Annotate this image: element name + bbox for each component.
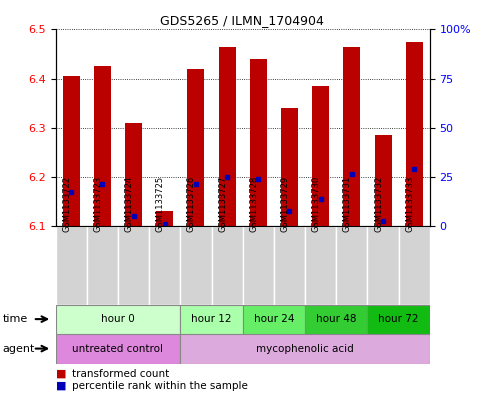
Bar xyxy=(180,334,430,364)
Text: GSM1133729: GSM1133729 xyxy=(281,176,289,232)
Text: GSM1133731: GSM1133731 xyxy=(343,176,352,232)
Bar xyxy=(56,305,180,334)
Bar xyxy=(336,226,368,305)
Bar xyxy=(180,226,212,305)
Bar xyxy=(242,226,274,305)
Text: GSM1133722: GSM1133722 xyxy=(62,176,71,232)
Bar xyxy=(212,226,243,305)
Text: GSM1133728: GSM1133728 xyxy=(249,176,258,232)
Bar xyxy=(368,305,430,334)
Text: GSM1133726: GSM1133726 xyxy=(187,176,196,232)
Bar xyxy=(406,42,423,226)
Text: hour 48: hour 48 xyxy=(316,314,356,324)
Bar xyxy=(180,305,242,334)
Text: hour 24: hour 24 xyxy=(254,314,294,324)
Text: percentile rank within the sample: percentile rank within the sample xyxy=(72,381,248,391)
Bar xyxy=(218,47,236,226)
Text: transformed count: transformed count xyxy=(72,369,170,379)
Bar xyxy=(242,305,305,334)
Bar xyxy=(374,135,392,226)
Text: hour 12: hour 12 xyxy=(191,314,232,324)
Bar xyxy=(305,305,368,334)
Text: ■: ■ xyxy=(56,381,66,391)
Text: ■: ■ xyxy=(56,369,66,379)
Text: GSM1133724: GSM1133724 xyxy=(125,176,133,232)
Text: GSM1133733: GSM1133733 xyxy=(405,176,414,232)
Bar xyxy=(56,226,87,305)
Bar xyxy=(312,86,329,226)
Bar xyxy=(343,47,360,226)
Text: time: time xyxy=(2,314,28,324)
Text: hour 0: hour 0 xyxy=(101,314,135,324)
Bar xyxy=(274,226,305,305)
Bar xyxy=(281,108,298,226)
Bar xyxy=(156,211,173,226)
Text: hour 72: hour 72 xyxy=(378,314,419,324)
Bar xyxy=(94,66,111,226)
Bar xyxy=(56,334,180,364)
Text: GSM1133723: GSM1133723 xyxy=(93,176,102,232)
Bar xyxy=(118,226,149,305)
Text: mycophenolic acid: mycophenolic acid xyxy=(256,344,354,354)
Text: GSM1133732: GSM1133732 xyxy=(374,176,383,232)
Bar xyxy=(187,69,204,226)
Bar xyxy=(305,226,336,305)
Bar xyxy=(87,226,118,305)
Bar xyxy=(149,226,180,305)
Bar xyxy=(250,59,267,226)
Bar xyxy=(125,123,142,226)
Text: untreated control: untreated control xyxy=(72,344,163,354)
Text: GSM1133730: GSM1133730 xyxy=(312,176,321,232)
Text: GDS5265 / ILMN_1704904: GDS5265 / ILMN_1704904 xyxy=(159,14,324,27)
Bar xyxy=(398,226,430,305)
Text: GSM1133727: GSM1133727 xyxy=(218,176,227,232)
Bar xyxy=(368,226,398,305)
Bar xyxy=(63,76,80,226)
Text: GSM1133725: GSM1133725 xyxy=(156,176,165,232)
Text: agent: agent xyxy=(2,343,35,354)
